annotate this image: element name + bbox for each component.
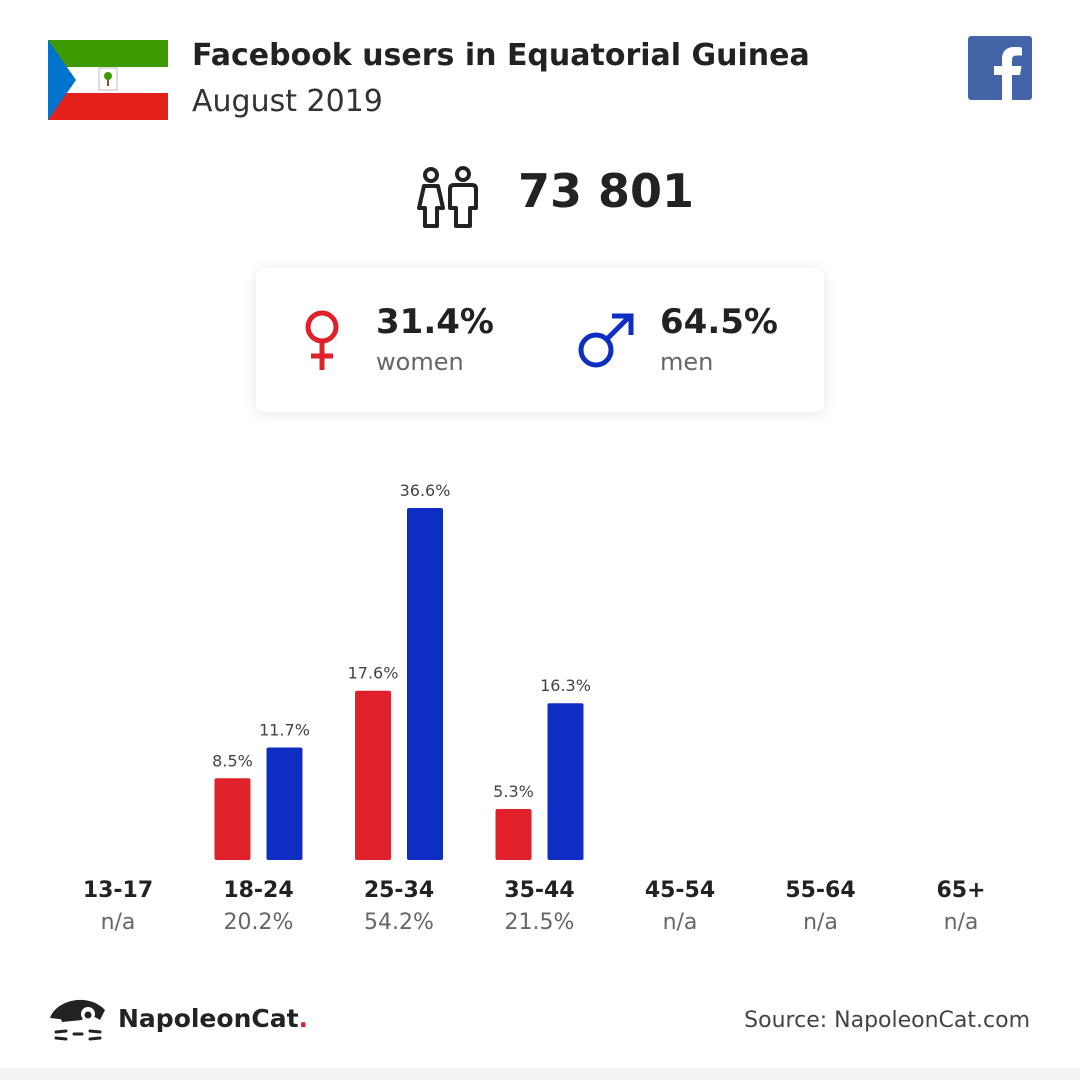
age-group-share: n/a: [803, 910, 838, 935]
gender-card: [256, 268, 824, 412]
bar-value-label-men-35-44: 16.3%: [540, 676, 591, 695]
bar-men-35-44: [547, 703, 584, 860]
bar-value-label-women-25-34: 17.6%: [348, 664, 399, 683]
age-group-share: n/a: [943, 910, 979, 935]
male-symbol-icon: [578, 313, 634, 368]
age-group-label: 65+: [936, 878, 986, 903]
people-icon: [417, 166, 478, 228]
age-group-label: 45-54: [644, 878, 716, 903]
age-group-share: 21.5%: [504, 910, 575, 935]
age-group-label: 18-24: [223, 878, 294, 903]
age-group-label: 55-64: [785, 878, 856, 903]
age-bar-chart: 8.5% 11.7% 17.6% 36.6% 5.3% 16.3%: [212, 481, 591, 860]
bar-value-label-men-25-34: 36.6%: [400, 481, 451, 500]
age-group-share: 54.2%: [364, 910, 434, 935]
female-symbol-icon: [305, 310, 339, 370]
age-group-share: 20.2%: [223, 910, 294, 935]
facebook-logo-icon: [968, 36, 1032, 100]
age-group-label: 25-34: [363, 878, 435, 903]
bar-value-label-women-35-44: 5.3%: [493, 782, 534, 801]
bar-value-label-women-18-24: 8.5%: [212, 751, 253, 770]
napoleoncat-logo-icon: [50, 999, 105, 1041]
source-link[interactable]: Source: NapoleonCat.com: [744, 1008, 1030, 1033]
men-percent: 64.5%: [660, 302, 778, 342]
equatorial-guinea-flag-icon: [48, 40, 168, 120]
bar-women-18-24: [214, 778, 251, 860]
bottom-strip: [0, 1068, 1080, 1080]
page-subtitle: August 2019: [192, 84, 383, 119]
men-label: men: [660, 348, 714, 376]
age-group-share: n/a: [662, 910, 698, 935]
age-group-label: 13-17: [82, 878, 154, 903]
age-group-label: 35-44: [504, 878, 575, 903]
napoleoncat-brand: NapoleonCat.: [118, 1004, 309, 1033]
women-label: women: [376, 348, 464, 376]
page-title: Facebook users in Equatorial Guinea: [192, 38, 810, 73]
age-group-share: n/a: [100, 910, 136, 935]
bar-men-25-34: [407, 508, 443, 860]
bar-men-18-24: [266, 747, 303, 860]
bar-women-35-44: [495, 809, 532, 860]
bar-women-25-34: [355, 690, 391, 860]
women-percent: 31.4%: [376, 302, 494, 342]
total-users: 73 801: [518, 164, 695, 218]
bar-value-label-men-18-24: 11.7%: [259, 720, 310, 739]
